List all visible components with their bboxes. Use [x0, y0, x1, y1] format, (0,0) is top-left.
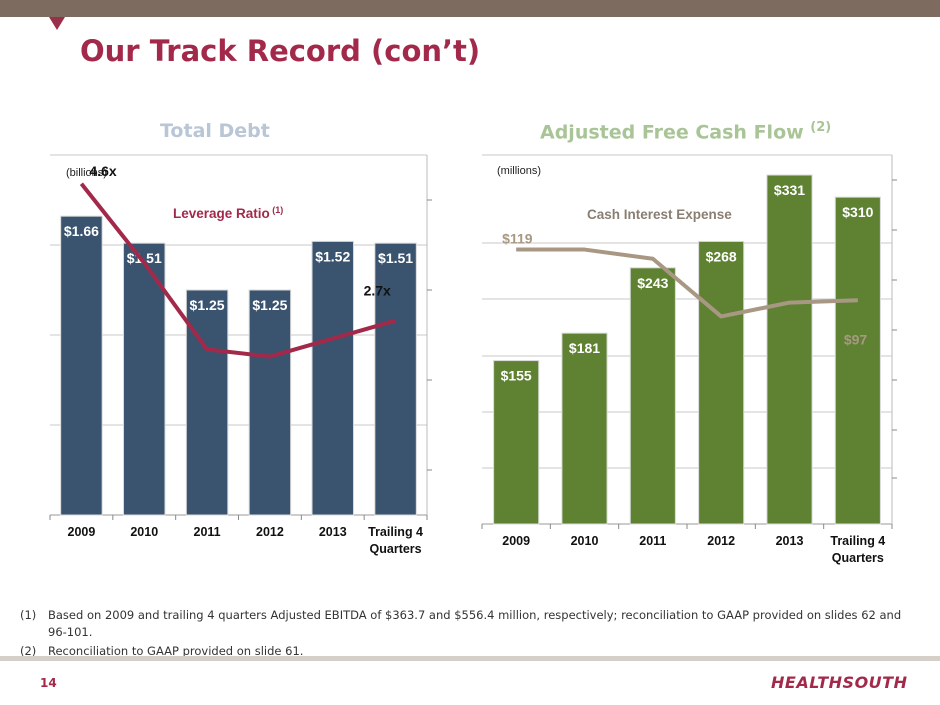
- footnote-1: (1) Based on 2009 and trailing 4 quarters…: [20, 608, 902, 639]
- debt-line-value-label: 2.7x: [364, 283, 391, 299]
- bottom-divider: [0, 656, 940, 661]
- page-title: Our Track Record (con’t): [80, 34, 481, 68]
- cashflow-category-label: 2010: [571, 534, 599, 548]
- debt-category-label: 2013: [319, 525, 347, 539]
- debt-bar-value-label: $1.25: [252, 297, 287, 313]
- cashflow-bar-value-label: $310: [842, 204, 873, 220]
- debt-bar-value-label: $1.66: [64, 223, 99, 239]
- cashflow-bar: [766, 174, 813, 525]
- debt-bar-value-label: $1.51: [378, 250, 413, 266]
- footnote-2: (2) Reconciliation to GAAP provided on sl…: [20, 644, 304, 658]
- debt-bar: [248, 289, 292, 516]
- cashflow-unit-label: (millions): [497, 165, 541, 177]
- debt-chart-title: Total Debt: [160, 120, 270, 142]
- cashflow-bar: [629, 267, 676, 525]
- debt-bar-value-label: $1.25: [190, 297, 225, 313]
- cashflow-bar-value-label: $243: [637, 275, 668, 291]
- debt-line-value-label: 4.6x: [89, 163, 116, 179]
- cashflow-category-label: 2009: [502, 534, 530, 548]
- debt-category-label: 2011: [194, 525, 221, 539]
- footnotes: (1) Based on 2009 and trailing 4 quarters…: [20, 607, 920, 662]
- healthsouth-logo: HEALTHSOUTH: [771, 673, 908, 692]
- cashflow-line-value-label: $97: [844, 331, 868, 347]
- debt-bar: [123, 242, 166, 516]
- top-banner: [0, 0, 940, 17]
- cashflow-bar: [834, 196, 881, 525]
- debt-category-label: 2012: [256, 525, 284, 539]
- debt-category-label: 2009: [68, 525, 96, 539]
- debt-bar: [185, 289, 229, 516]
- debt-bar: [60, 215, 103, 516]
- cashflow-bar-value-label: $155: [501, 368, 532, 384]
- cashflow-bar: [698, 240, 745, 525]
- cashflow-category-label: 2012: [707, 534, 735, 548]
- cashflow-line-value-label: $119: [502, 231, 533, 247]
- debt-unit-label: (billions): [66, 167, 107, 179]
- cashflow-category-label: Trailing 4 Quarters: [830, 534, 885, 565]
- cashflow-bar-value-label: $268: [706, 248, 737, 264]
- debt-category-label: 2010: [130, 525, 158, 539]
- page-number: 14: [40, 676, 57, 690]
- cashflow-category-label: 2013: [776, 534, 804, 548]
- cashflow-bar-value-label: $181: [569, 340, 600, 356]
- cashflow-line-series: [516, 247, 858, 319]
- cashflow-bar: [493, 360, 540, 525]
- debt-category-label: Trailing 4 Quarters: [368, 525, 423, 556]
- cashflow-line-series-name: Cash Interest Expense: [587, 207, 732, 222]
- banner-triangle: [49, 17, 65, 30]
- debt-bar: [311, 240, 354, 516]
- cashflow-bar: [561, 332, 608, 525]
- debt-bar-value-label: $1.52: [315, 248, 350, 264]
- debt-line-series-name: Leverage Ratio (1): [173, 205, 283, 221]
- debt-bar: [374, 242, 417, 516]
- debt-line-series: [79, 182, 397, 359]
- cashflow-bar-value-label: $331: [774, 182, 805, 198]
- cashflow-category-label: 2011: [639, 534, 666, 548]
- cashflow-chart-title: Adjusted Free Cash Flow (2): [540, 120, 832, 144]
